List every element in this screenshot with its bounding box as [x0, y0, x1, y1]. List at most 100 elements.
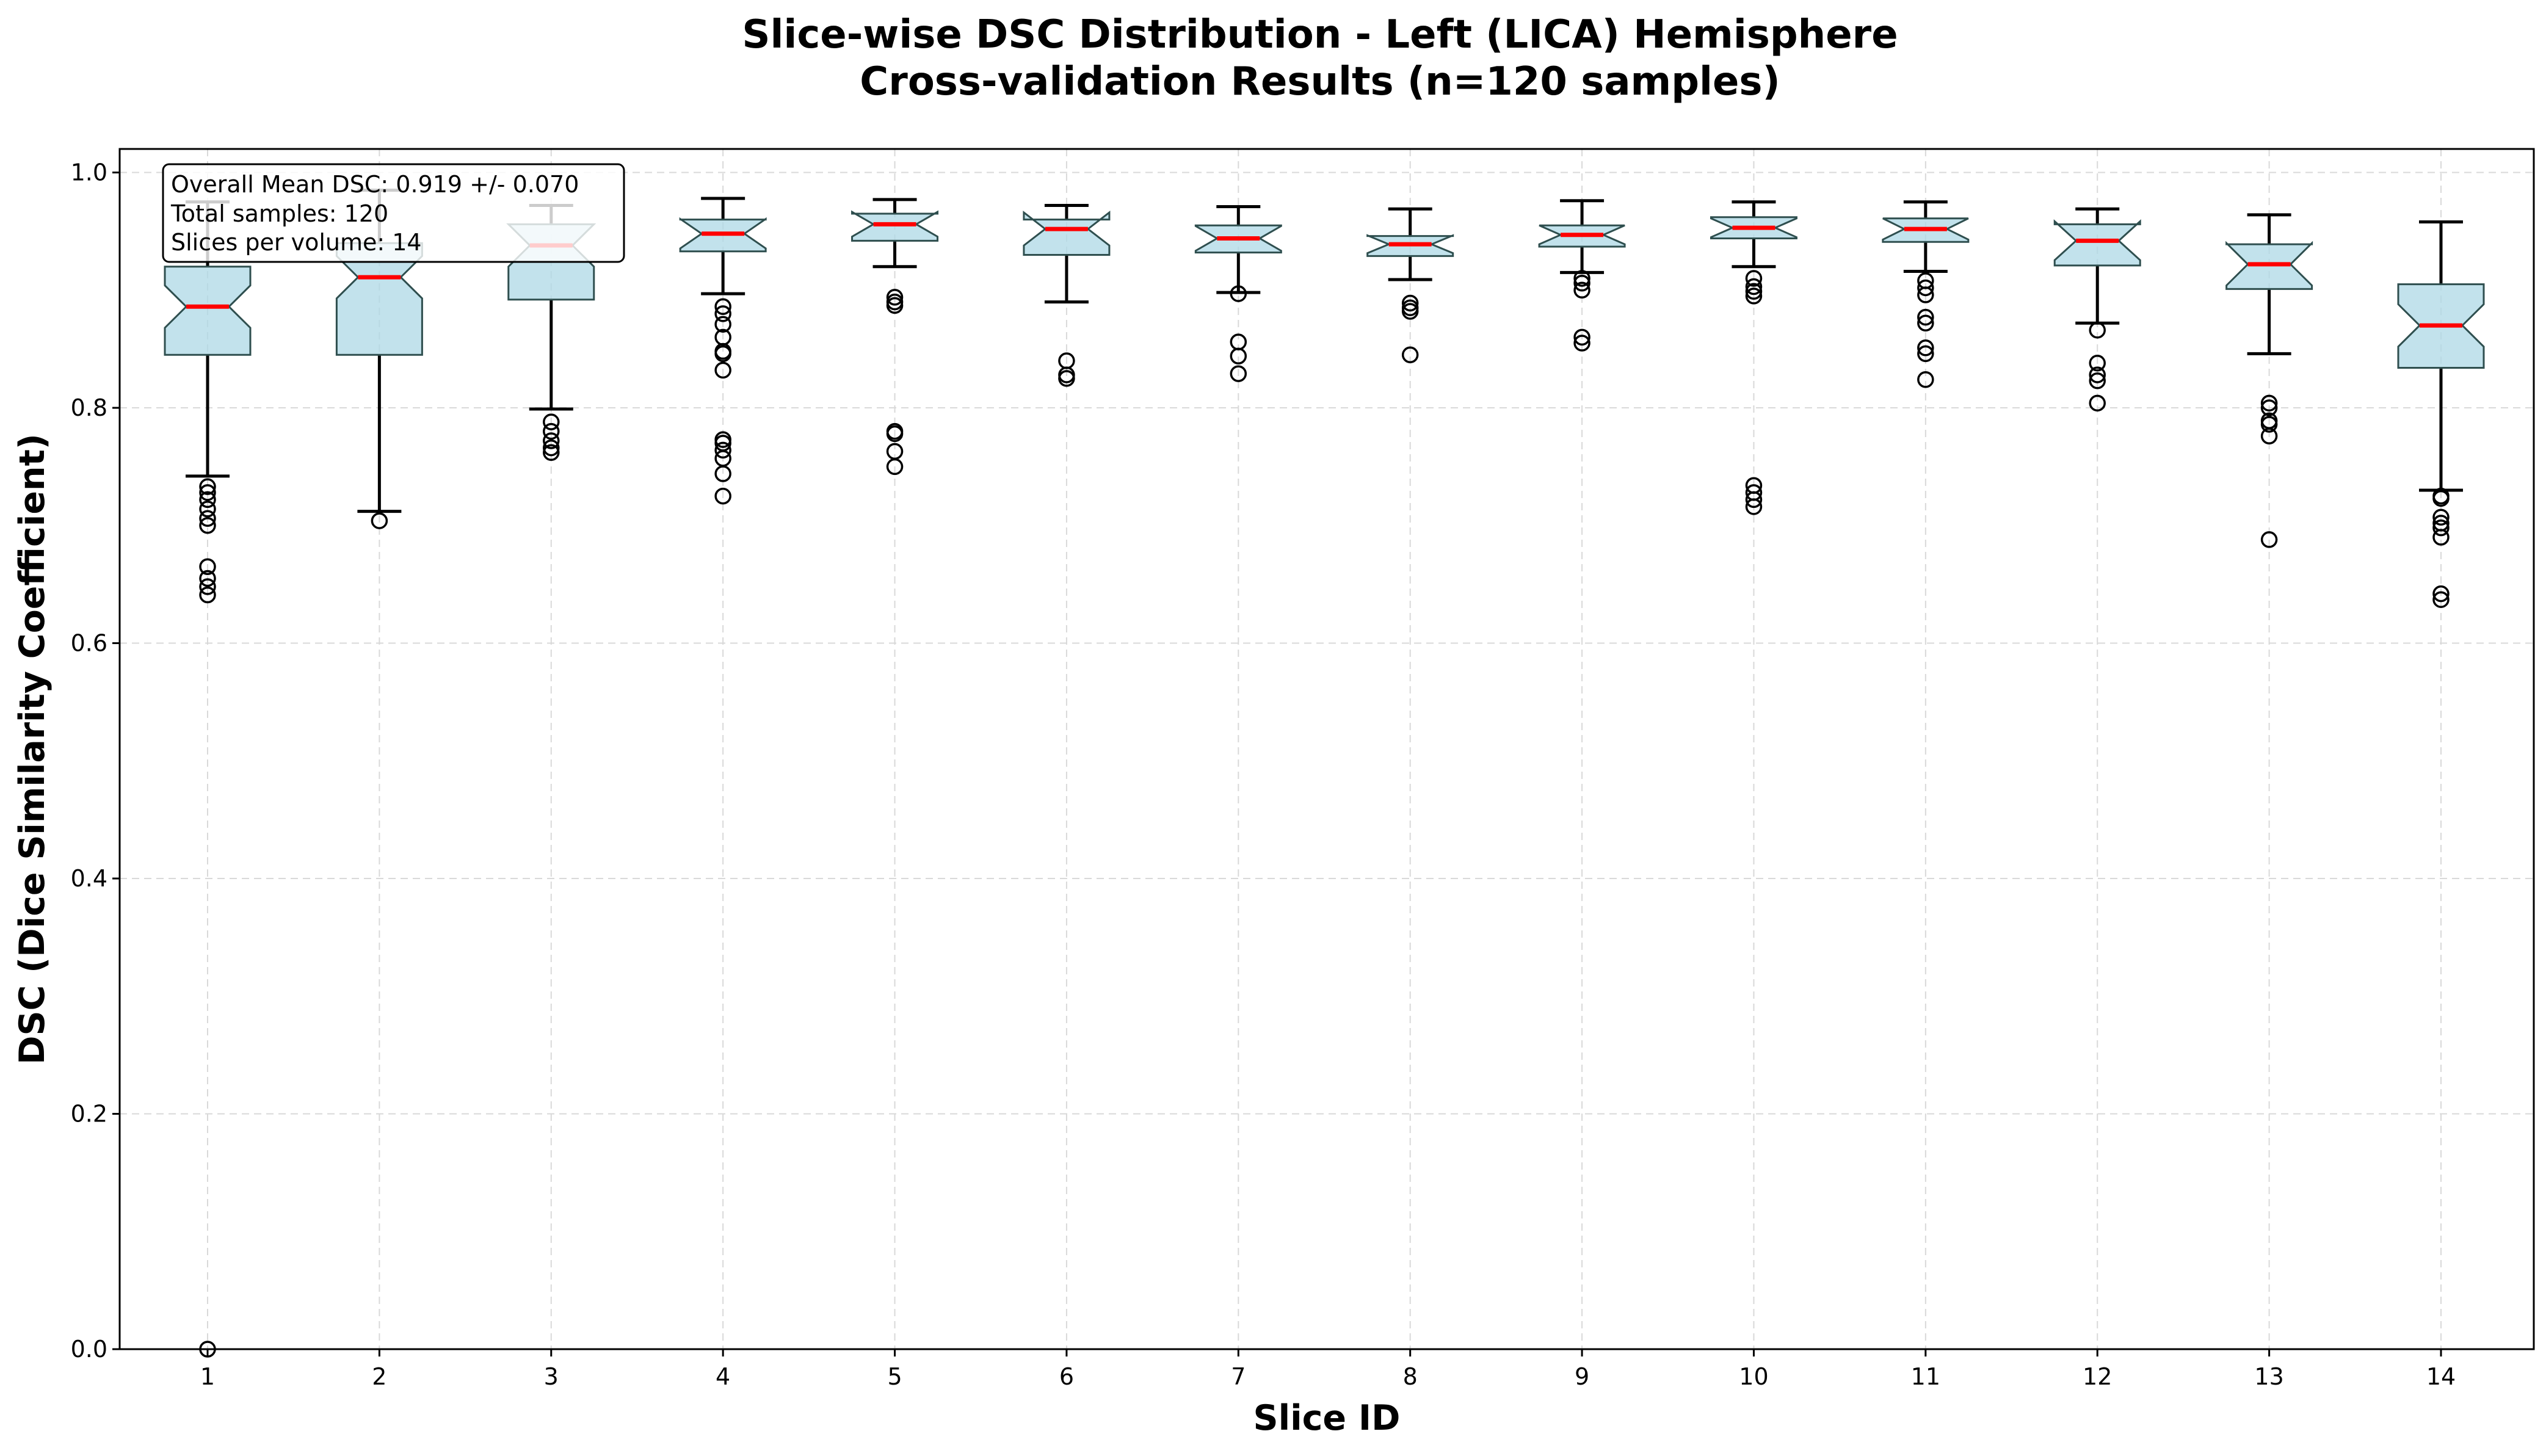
outlier-point [886, 458, 904, 476]
x-tick-label: 6 [1059, 1363, 1074, 1390]
outlier-point [1745, 288, 1763, 305]
outlier-point [2432, 509, 2450, 526]
box-slice-8 [1366, 207, 1454, 364]
outlier-point [1745, 278, 1763, 295]
outlier-point [1230, 365, 1247, 382]
box-slice-2 [335, 188, 423, 529]
outlier-point [199, 558, 216, 575]
x-tick-label: 2 [372, 1363, 386, 1390]
box-slice-9 [1538, 199, 1626, 352]
outlier-point [2432, 585, 2450, 603]
axes: 0.00.20.40.60.81.01 2 3 4 5 6 7 8 9 10 11 12 13 14 [71, 159, 2456, 1390]
outlier-point [543, 413, 560, 430]
outlier-point [1917, 314, 1934, 332]
outlier-point [199, 491, 216, 509]
outlier-point [714, 465, 731, 482]
box-slice-4 [679, 197, 767, 505]
outlier-point [1230, 347, 1247, 364]
outlier-point [199, 586, 216, 604]
outlier-point [199, 510, 216, 527]
outlier-point [199, 578, 216, 595]
outlier-point [1573, 335, 1590, 352]
x-tick-label: 14 [2426, 1363, 2456, 1390]
y-tick-label: 0.8 [71, 394, 107, 421]
outlier-point [2260, 427, 2278, 445]
outlier-point [886, 425, 904, 443]
x-tick-label: 5 [887, 1363, 902, 1390]
box-body [164, 266, 252, 356]
outlier-point [2260, 416, 2278, 433]
outlier-point [2432, 519, 2450, 537]
outlier-point [199, 478, 216, 495]
stats-box-frame [162, 163, 625, 263]
outlier-point [2432, 490, 2450, 507]
box-slice-6 [1023, 204, 1111, 387]
box-slice-13 [2225, 213, 2313, 548]
outlier-point [1058, 370, 1075, 387]
outlier-point [543, 432, 560, 449]
outlier-point [886, 289, 904, 306]
y-axis-label: DSC (Dice Similarity Coefficient) [12, 433, 53, 1065]
outlier-point [1917, 339, 1934, 357]
y-tick-label: 0.2 [71, 1101, 107, 1128]
chart-title-line-1: Slice-wise DSC Distribution - Left (LICA… [742, 12, 1898, 57]
outlier-point [1917, 286, 1934, 303]
plot-area-frame [118, 148, 2535, 1350]
outlier-point [714, 345, 731, 363]
outlier-point [1573, 270, 1590, 287]
outlier-point [543, 439, 560, 457]
outlier-point [714, 441, 731, 459]
outlier-point [199, 517, 216, 534]
outlier-point [1401, 294, 1419, 312]
outlier-point [714, 316, 731, 333]
outlier-point [714, 305, 731, 322]
x-tick-label: 11 [1911, 1363, 1940, 1390]
box-slice-11 [1882, 200, 1970, 388]
outlier-point [1745, 491, 1763, 509]
outlier-point [886, 297, 904, 314]
outlier-point [714, 361, 731, 379]
outlier-point [1917, 345, 1934, 363]
x-tick-label: 7 [1231, 1363, 1246, 1390]
x-tick-label: 8 [1403, 1363, 1418, 1390]
outlier-point [1401, 303, 1419, 320]
stats-line-slices: Slices per volume: 14 [171, 229, 422, 256]
y-tick-label: 0.6 [71, 630, 107, 657]
outlier-point [2089, 322, 2106, 339]
outlier-point [1917, 279, 1934, 297]
stats-line-mean: Overall Mean DSC: 0.919 +/- 0.070 [171, 171, 579, 198]
outlier-point [371, 512, 388, 529]
outlier-point [1745, 283, 1763, 300]
outlier-point [199, 570, 216, 587]
outlier-point [199, 484, 216, 501]
outlier-point [2260, 394, 2278, 412]
box-body [2053, 219, 2141, 267]
outlier-point [2260, 531, 2278, 548]
box-slice-12 [2053, 207, 2141, 412]
outlier-point [1917, 308, 1934, 326]
y-tick-label: 0.4 [71, 865, 107, 892]
outlier-point [2432, 591, 2450, 608]
x-tick-label: 3 [544, 1363, 559, 1390]
outlier-point [1745, 498, 1763, 515]
outlier-point [1573, 281, 1590, 299]
outlier-point [2432, 529, 2450, 546]
outlier-point [2089, 372, 2106, 389]
x-tick-label: 13 [2254, 1363, 2283, 1390]
x-tick-label: 9 [1575, 1363, 1589, 1390]
outlier-point [543, 422, 560, 440]
outlier-point [199, 501, 216, 518]
outlier-point [1917, 371, 1934, 388]
box-slice-10 [1710, 200, 1797, 515]
outlier-point [543, 444, 560, 462]
x-tick-label: 4 [716, 1363, 730, 1390]
outlier-point [2089, 355, 2106, 372]
x-tick-label: 12 [2083, 1363, 2112, 1390]
outlier-point [1401, 346, 1419, 364]
outlier-point [714, 487, 731, 505]
x-tick-label: 10 [1739, 1363, 1768, 1390]
stats-annotation-box: Overall Mean DSC: 0.919 +/- 0.070 Total … [162, 163, 625, 263]
outlier-point [714, 298, 731, 316]
